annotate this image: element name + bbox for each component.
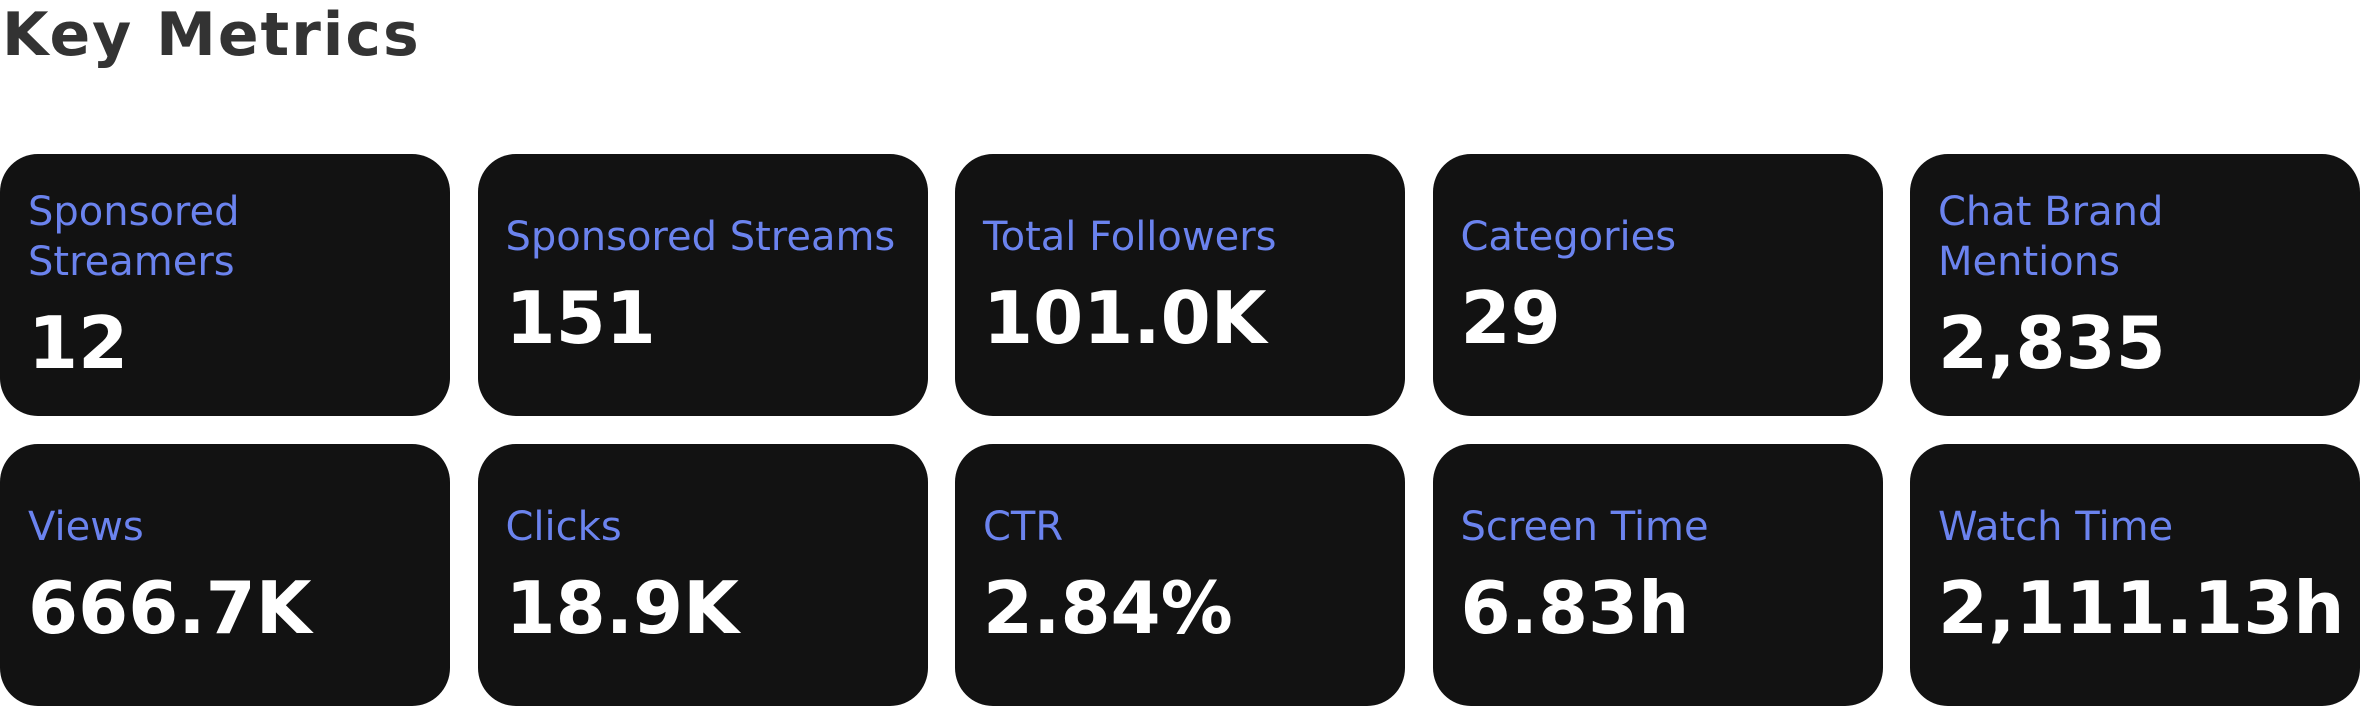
metric-value: 666.7K bbox=[28, 566, 312, 650]
metric-value: 2,835 bbox=[1938, 301, 2166, 385]
metric-card-categories: Categories 29 bbox=[1432, 154, 1883, 416]
metric-label: Sponsored Streamers bbox=[28, 189, 240, 285]
metric-value: 101.0K bbox=[983, 276, 1267, 360]
metric-value: 151 bbox=[505, 276, 656, 360]
metric-value: 2.84% bbox=[983, 566, 1233, 650]
metric-value: 2,111.13h bbox=[1938, 566, 2345, 650]
metric-card-watch-time: Watch Time 2,111.13h bbox=[1910, 444, 2360, 706]
metric-card-screen-time: Screen Time 6.83h bbox=[1432, 444, 1883, 706]
metric-card-ctr: CTR 2.84% bbox=[955, 444, 1405, 706]
metric-card-views: Views 666.7K bbox=[0, 444, 450, 706]
metric-label: Categories bbox=[1460, 214, 1677, 260]
metric-card-sponsored-streams: Sponsored Streams 151 bbox=[477, 154, 928, 416]
metric-label: Screen Time bbox=[1460, 504, 1709, 550]
metric-label: Total Followers bbox=[983, 214, 1277, 260]
metric-value: 29 bbox=[1460, 276, 1561, 360]
metric-value: 18.9K bbox=[505, 566, 739, 650]
metric-label: Clicks bbox=[505, 504, 622, 550]
metric-label: Sponsored Streams bbox=[505, 214, 896, 260]
metric-card-clicks: Clicks 18.9K bbox=[477, 444, 928, 706]
metric-card-chat-brand-mentions: Chat Brand Mentions 2,835 bbox=[1910, 154, 2360, 416]
metric-label: Watch Time bbox=[1938, 504, 2174, 550]
metric-value: 12 bbox=[28, 301, 129, 385]
metric-label: CTR bbox=[983, 504, 1064, 550]
page-title: Key Metrics bbox=[2, 0, 421, 70]
metric-card-total-followers: Total Followers 101.0K bbox=[955, 154, 1405, 416]
metric-label: Chat Brand Mentions bbox=[1938, 189, 2164, 285]
metric-value: 6.83h bbox=[1460, 566, 1690, 650]
metric-label: Views bbox=[28, 504, 144, 550]
metric-card-sponsored-streamers: Sponsored Streamers 12 bbox=[0, 154, 450, 416]
metrics-grid: Sponsored Streamers 12 Sponsored Streams… bbox=[0, 154, 2360, 706]
